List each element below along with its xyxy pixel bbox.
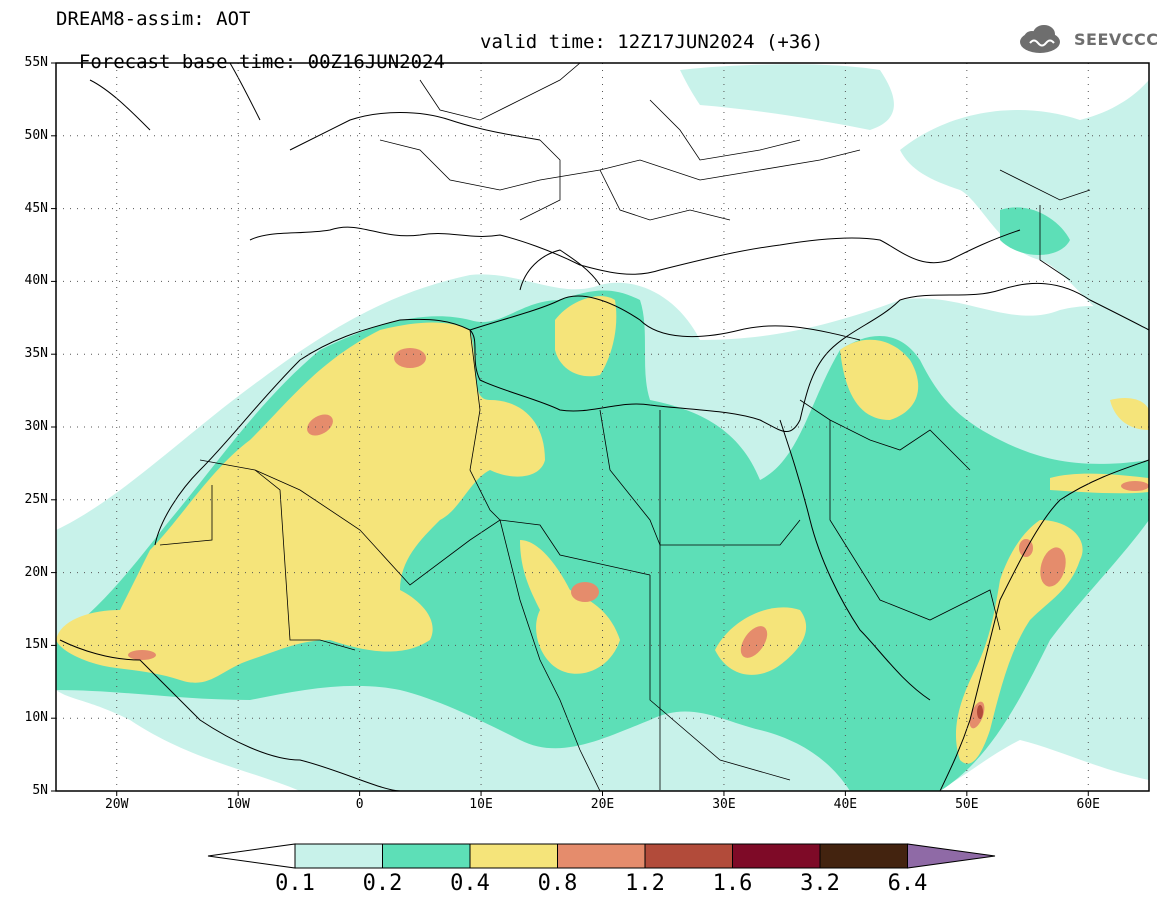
aot-level-1-2 — [977, 705, 983, 719]
colorbar-level-label: 0.4 — [450, 871, 490, 896]
colorbar-level-label: 0.2 — [362, 871, 403, 896]
lat-label: 20N — [24, 564, 48, 580]
colorbar-swatch — [819, 843, 908, 869]
lat-label: 25N — [24, 491, 48, 507]
lat-label: 40N — [24, 273, 48, 289]
lat-label: 35N — [24, 346, 48, 362]
lat-label: 55N — [24, 55, 48, 70]
colorbar-low-extend — [207, 843, 296, 869]
axis-ticks — [51, 62, 1089, 796]
lon-label: 10E — [469, 797, 493, 812]
lon-label: 20E — [590, 797, 615, 812]
logo-text: SEEVCCC — [1074, 30, 1159, 49]
lon-label: 0 — [355, 797, 364, 812]
forecast-times: Forecast base time: 00Z16JUN2024 valid ti… — [56, 32, 823, 73]
lon-label: 50E — [955, 797, 979, 812]
lat-label: 5N — [32, 783, 48, 798]
seevccc-logo — [1020, 25, 1060, 53]
lon-label: 10W — [226, 797, 250, 812]
colorbar-swatch — [732, 843, 821, 869]
lon-label: 20W — [104, 797, 129, 812]
map-title: DREAM8-assim: AOT — [56, 8, 251, 30]
colorbar-swatch — [557, 843, 646, 869]
colorbar-high-extend — [907, 843, 996, 869]
gridlines — [56, 63, 1149, 791]
colorbar-swatch — [294, 843, 383, 869]
lon-label: 60E — [1076, 797, 1100, 812]
country-borders — [159, 63, 1091, 791]
aot-level-0-8 — [128, 348, 1149, 729]
lon-label: 30E — [712, 797, 736, 812]
coastlines — [59, 63, 1149, 791]
colorbar-swatch — [469, 843, 558, 869]
lat-label: 30N — [24, 419, 48, 434]
colorbar-level-label: 1.6 — [712, 871, 753, 896]
lat-label: 15N — [24, 637, 48, 653]
lat-label: 50N — [24, 127, 48, 143]
colorbar-swatch — [644, 843, 733, 869]
colorbar-level-label: 3.2 — [800, 871, 840, 896]
colorbar-swatch — [382, 843, 471, 869]
lat-label: 10N — [24, 710, 48, 726]
colorbar-level-label: 0.8 — [537, 871, 578, 896]
base-time: Forecast base time: 00Z16JUN2024 — [78, 51, 445, 73]
colorbar-level-label: 6.4 — [887, 871, 928, 896]
lat-label: 45N — [24, 200, 48, 216]
lon-label: 40E — [833, 797, 858, 812]
colorbar-level-label: 1.2 — [625, 871, 665, 896]
valid-time: valid time: 12Z17JUN2024 (+36) — [480, 31, 824, 53]
colorbar-level-label: 0.1 — [275, 871, 315, 896]
